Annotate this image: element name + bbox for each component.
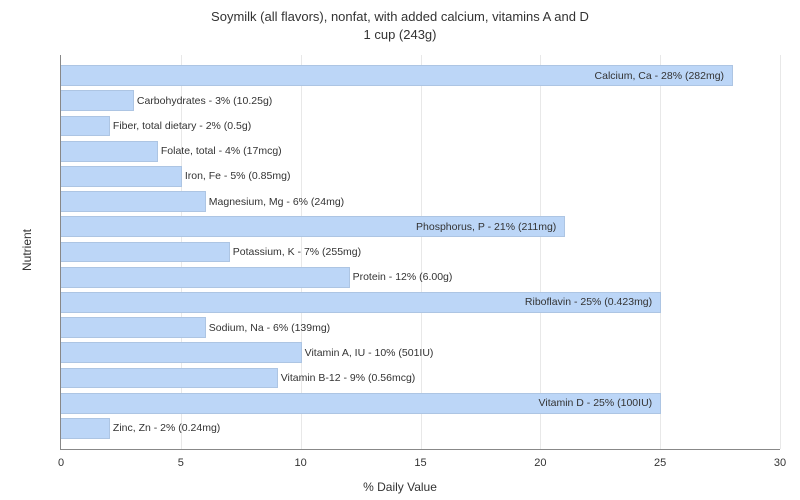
bar-label: Vitamin A, IU - 10% (501IU) bbox=[301, 347, 438, 359]
bar-row: Carbohydrates - 3% (10.25g) bbox=[61, 88, 780, 113]
bar-row: Folate, total - 4% (17mcg) bbox=[61, 139, 780, 164]
bar: Potassium, K - 7% (255mg) bbox=[61, 242, 230, 263]
bars-container: Calcium, Ca - 28% (282mg) Carbohydrates -… bbox=[61, 63, 780, 441]
x-tick-label: 30 bbox=[774, 457, 786, 469]
bar-label: Vitamin B-12 - 9% (0.56mcg) bbox=[277, 372, 420, 384]
bar-label: Potassium, K - 7% (255mg) bbox=[229, 246, 365, 258]
bar-label: Phosphorus, P - 21% (211mg) bbox=[412, 221, 560, 233]
bar-label: Folate, total - 4% (17mcg) bbox=[157, 145, 286, 157]
plot-area: 051015202530 Calcium, Ca - 28% (282mg)Ca… bbox=[60, 55, 780, 450]
x-tick-label: 25 bbox=[654, 457, 666, 469]
chart-title: Soymilk (all flavors), nonfat, with adde… bbox=[0, 0, 800, 43]
x-tick-label: 15 bbox=[414, 457, 426, 469]
bar-row: Iron, Fe - 5% (0.85mg) bbox=[61, 164, 780, 189]
grid-line bbox=[780, 55, 781, 449]
bar-row: Magnesium, Mg - 6% (24mg) bbox=[61, 189, 780, 214]
bar: Folate, total - 4% (17mcg) bbox=[61, 141, 158, 162]
bar-row: Riboflavin - 25% (0.423mg) bbox=[61, 290, 780, 315]
title-line-2: 1 cup (243g) bbox=[364, 27, 437, 42]
bar-row: Phosphorus, P - 21% (211mg) bbox=[61, 214, 780, 239]
bar: Iron, Fe - 5% (0.85mg) bbox=[61, 166, 182, 187]
bar: Sodium, Na - 6% (139mg) bbox=[61, 317, 206, 338]
bar-label: Fiber, total dietary - 2% (0.5g) bbox=[109, 120, 255, 132]
bar-label: Carbohydrates - 3% (10.25g) bbox=[133, 95, 276, 107]
x-tick-label: 5 bbox=[178, 457, 184, 469]
bar: Fiber, total dietary - 2% (0.5g) bbox=[61, 116, 110, 137]
x-tick-label: 0 bbox=[58, 457, 64, 469]
bar-row: Sodium, Na - 6% (139mg) bbox=[61, 315, 780, 340]
bar: Protein - 12% (6.00g) bbox=[61, 267, 350, 288]
bar-label: Iron, Fe - 5% (0.85mg) bbox=[181, 170, 295, 182]
bar-row: Protein - 12% (6.00g) bbox=[61, 265, 780, 290]
bar-label: Vitamin D - 25% (100IU) bbox=[535, 397, 657, 409]
title-line-1: Soymilk (all flavors), nonfat, with adde… bbox=[211, 9, 589, 24]
bar: Carbohydrates - 3% (10.25g) bbox=[61, 90, 134, 111]
bar: Vitamin A, IU - 10% (501IU) bbox=[61, 342, 302, 363]
x-axis-label: % Daily Value bbox=[0, 480, 800, 494]
bar-row: Zinc, Zn - 2% (0.24mg) bbox=[61, 416, 780, 441]
bar: Riboflavin - 25% (0.423mg) bbox=[61, 292, 661, 313]
x-tick-label: 20 bbox=[534, 457, 546, 469]
bar-row: Vitamin B-12 - 9% (0.56mcg) bbox=[61, 365, 780, 390]
bar: Zinc, Zn - 2% (0.24mg) bbox=[61, 418, 110, 439]
bar: Calcium, Ca - 28% (282mg) bbox=[61, 65, 733, 86]
bar: Vitamin D - 25% (100IU) bbox=[61, 393, 661, 414]
bar-label: Protein - 12% (6.00g) bbox=[349, 271, 457, 283]
bar: Magnesium, Mg - 6% (24mg) bbox=[61, 191, 206, 212]
y-axis-label: Nutrient bbox=[20, 229, 34, 271]
bar-label: Magnesium, Mg - 6% (24mg) bbox=[205, 196, 348, 208]
bar-row: Vitamin D - 25% (100IU) bbox=[61, 391, 780, 416]
bar-label: Zinc, Zn - 2% (0.24mg) bbox=[109, 422, 224, 434]
bar-row: Fiber, total dietary - 2% (0.5g) bbox=[61, 113, 780, 138]
bar-row: Calcium, Ca - 28% (282mg) bbox=[61, 63, 780, 88]
bar-row: Potassium, K - 7% (255mg) bbox=[61, 239, 780, 264]
bar-label: Sodium, Na - 6% (139mg) bbox=[205, 322, 334, 334]
bar: Phosphorus, P - 21% (211mg) bbox=[61, 216, 565, 237]
bar: Vitamin B-12 - 9% (0.56mcg) bbox=[61, 368, 278, 389]
bar-label: Calcium, Ca - 28% (282mg) bbox=[591, 70, 729, 82]
nutrient-chart: Soymilk (all flavors), nonfat, with adde… bbox=[0, 0, 800, 500]
bar-row: Vitamin A, IU - 10% (501IU) bbox=[61, 340, 780, 365]
bar-label: Riboflavin - 25% (0.423mg) bbox=[521, 296, 656, 308]
x-tick-label: 10 bbox=[295, 457, 307, 469]
